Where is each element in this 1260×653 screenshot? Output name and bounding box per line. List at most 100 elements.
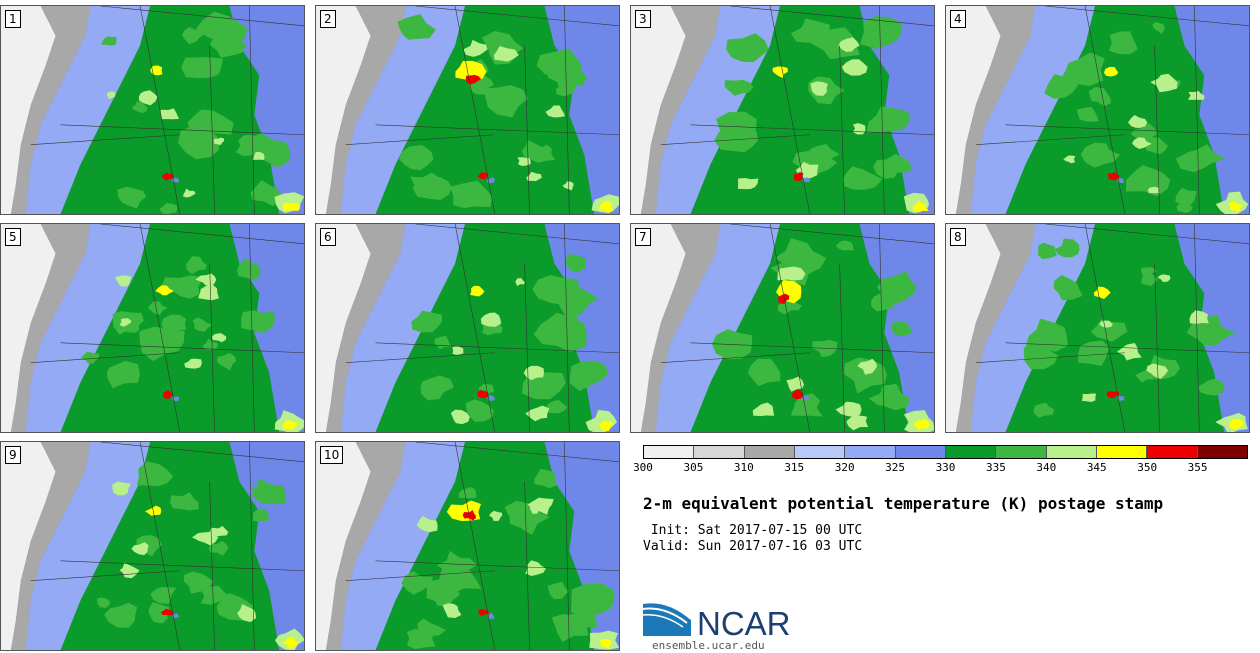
ensemble-member-map: 8 xyxy=(945,223,1250,433)
field-contour xyxy=(558,285,599,318)
state-boundary xyxy=(415,224,619,245)
colorbar-tick-label: 325 xyxy=(885,461,906,474)
state-boundary xyxy=(100,224,304,245)
field-contour xyxy=(777,266,806,281)
field-contour xyxy=(155,285,174,296)
field-contour xyxy=(235,135,264,157)
field-contour xyxy=(1175,144,1225,173)
field-contour xyxy=(542,312,578,333)
field-contour xyxy=(1063,155,1076,164)
state-boundary xyxy=(454,6,496,214)
cool-band xyxy=(340,6,466,214)
ensemble-member-map: 6 xyxy=(315,223,620,433)
field-contour xyxy=(1099,320,1113,328)
field-contour xyxy=(835,401,862,417)
field-contour xyxy=(192,317,213,332)
field-contour xyxy=(209,32,247,58)
field-contour xyxy=(160,108,180,120)
coastal-band xyxy=(325,442,406,650)
field-contour xyxy=(1157,274,1171,282)
state-boundary xyxy=(30,570,180,581)
field-contour xyxy=(841,59,868,76)
field-contour xyxy=(406,628,436,650)
colorbar-bin xyxy=(694,446,745,458)
field-contour xyxy=(1126,164,1171,197)
field-contour xyxy=(106,91,116,100)
state-boundary xyxy=(660,134,810,145)
field-contour xyxy=(282,420,298,430)
state-boundary xyxy=(415,6,619,27)
member-number-label: 4 xyxy=(950,10,966,28)
field-contour xyxy=(1103,66,1119,77)
field-contour xyxy=(161,275,204,299)
coastal-band xyxy=(325,224,406,432)
member-number-label: 10 xyxy=(320,446,344,464)
field-contour xyxy=(857,358,878,375)
field-contour xyxy=(1176,202,1193,213)
field-contour xyxy=(835,240,854,251)
ocean xyxy=(946,224,1001,432)
field-contour xyxy=(438,561,482,595)
state-boundary xyxy=(415,442,619,463)
coastal-band xyxy=(10,6,91,214)
field-contour xyxy=(810,81,828,96)
field-contour xyxy=(802,177,811,183)
state-boundary xyxy=(879,6,885,214)
field-contour xyxy=(599,420,613,432)
state-boundary xyxy=(975,134,1125,145)
state-boundary xyxy=(1194,6,1200,214)
ensemble-member-map: 9 xyxy=(0,441,305,651)
colorbar-bin xyxy=(895,446,946,458)
field-contour xyxy=(891,321,913,337)
colorbar-tick-label: 305 xyxy=(683,461,704,474)
field-contour xyxy=(183,571,214,594)
field-contour xyxy=(790,393,824,417)
svg-text:NCAR: NCAR xyxy=(697,605,791,637)
field-contour xyxy=(163,390,174,400)
colorbar-bin xyxy=(1197,446,1247,458)
field-contour xyxy=(747,358,781,387)
field-contour xyxy=(182,188,196,198)
field-contour xyxy=(397,14,436,40)
field-contour xyxy=(160,608,174,616)
field-contour xyxy=(184,358,202,369)
field-contour xyxy=(1146,363,1169,379)
state-boundary xyxy=(345,352,495,363)
field-contour xyxy=(1144,137,1168,155)
field-contour xyxy=(793,172,804,181)
site-url: ensemble.ucar.edu xyxy=(652,639,765,652)
colorbar-tick-label: 350 xyxy=(1137,461,1158,474)
field-contour xyxy=(442,603,462,619)
state-boundary xyxy=(249,442,255,650)
colorbar-bin xyxy=(794,446,846,458)
colorbar xyxy=(643,445,1248,459)
state-boundary xyxy=(839,263,845,432)
ensemble-member-map: 2 xyxy=(315,5,620,215)
field-contour xyxy=(868,384,911,411)
field-contour xyxy=(752,402,775,417)
field-contour xyxy=(452,345,464,355)
field-contour xyxy=(182,26,204,45)
field-contour xyxy=(1147,186,1160,194)
ensemble-member-map: 4 xyxy=(945,5,1250,215)
field-contour xyxy=(562,181,574,191)
field-contour xyxy=(1093,286,1111,299)
field-contour xyxy=(599,639,612,649)
field-contour xyxy=(488,613,495,620)
field-contour xyxy=(465,399,494,422)
field-contour xyxy=(185,256,207,275)
state-boundary xyxy=(839,45,845,214)
field-contour xyxy=(1082,393,1097,402)
field-contour xyxy=(1054,238,1080,258)
field-contour xyxy=(1127,115,1148,128)
member-number-label: 8 xyxy=(950,228,966,246)
ensemble-member-map: 10 xyxy=(315,441,620,651)
field-contour xyxy=(252,508,270,522)
state-boundary xyxy=(1154,263,1160,432)
field-contour xyxy=(458,486,477,499)
field-contour xyxy=(96,597,110,608)
state-boundary xyxy=(730,6,934,27)
field-contour xyxy=(525,560,546,577)
field-contour xyxy=(195,11,248,41)
state-boundary xyxy=(1084,224,1126,432)
